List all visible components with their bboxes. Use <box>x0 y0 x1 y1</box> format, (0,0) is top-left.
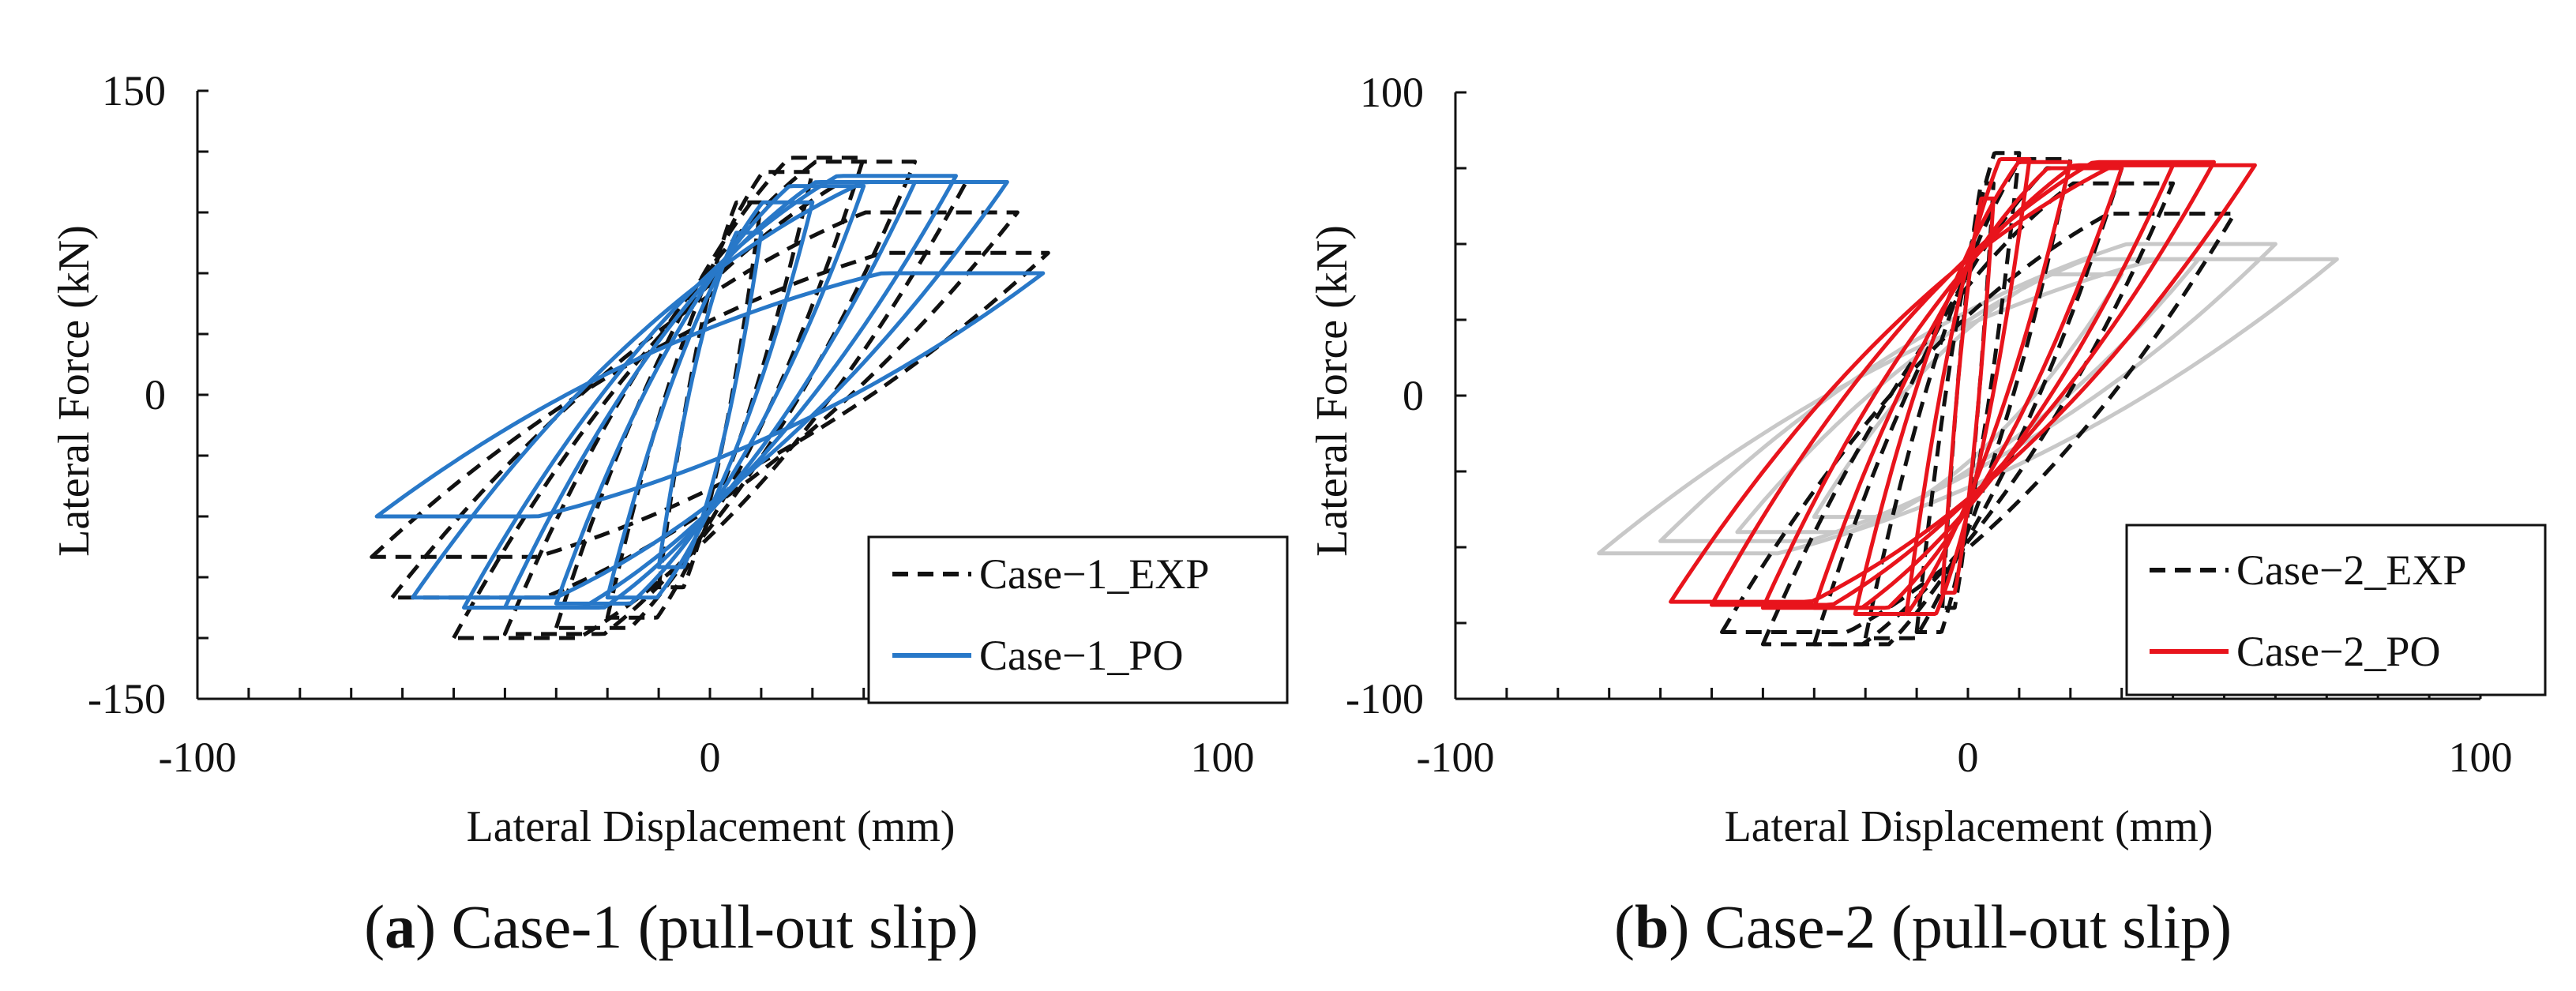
panel-a-y-tick-label: -150 <box>88 675 166 723</box>
panel-a-legend-label-exp: Case−1_EXP <box>979 550 1209 598</box>
panel-a: -100 0 100 150 0 -150 Lateral Force (kN) Late… <box>50 67 1289 961</box>
panel-b-x-axis-title: Lateral Displacement (mm) <box>1725 802 2214 851</box>
panel-a-series-0-loop-3 <box>502 160 918 636</box>
panel-a-series-0-loop-6 <box>370 250 1050 559</box>
panel-b-series-1-loop-2 <box>1863 157 2073 640</box>
panel-b-legend-label-exp: Case−2_EXP <box>2236 546 2466 594</box>
panel-a-series-1-loop-6 <box>374 271 1046 519</box>
panel-a-legend-label-po: Case−1_PO <box>979 632 1183 679</box>
panel-a-y-tick-label: 150 <box>102 67 166 114</box>
panel-b-series-2-loop-2 <box>1853 160 2073 616</box>
panel-a-y-tick-label: 0 <box>145 371 166 419</box>
panel-b-series-2-loop-3 <box>1812 166 2124 610</box>
panel-a-x-tick-label: -100 <box>159 734 237 781</box>
plot-a-curves <box>370 156 1050 640</box>
panel-b-series-0-loop-3 <box>1597 257 2339 556</box>
panel-b-legend-label-po: Case−2_PO <box>2236 628 2440 675</box>
panel-b-legend: Case−2_EXP Case−2_PO <box>2125 524 2547 696</box>
panel-a-legend: Case−1_EXP Case−1_PO <box>867 535 1289 704</box>
panel-b-series-2 <box>1669 157 2257 616</box>
panel-a-series-1-loop-2 <box>554 184 866 606</box>
panel-b-caption-text: Case-2 (pull-out slip) <box>1705 892 2232 961</box>
plot-b-curves <box>1597 151 2339 647</box>
panel-b-legend-box <box>2125 524 2547 696</box>
panel-a-series-1 <box>374 174 1046 610</box>
panel-a-series-0-loop-1 <box>605 170 815 620</box>
panel-b-caption-label: b <box>1635 892 1669 961</box>
panel-a-y-axis-title: Lateral Force (kN) <box>50 225 99 557</box>
panel-b: -100 0 100 100 0 -100 Lateral Force (kN) Late… <box>1308 69 2547 961</box>
panel-a-caption-label: a <box>385 892 415 961</box>
panel-a-x-axis-title: Lateral Displacement (mm) <box>467 802 956 851</box>
panel-a-x-tick-label: 100 <box>1191 734 1255 781</box>
panel-a-series-1-loop-1 <box>605 200 815 600</box>
panel-a-caption: (a) Case-1 (pull-out slip) <box>364 892 978 961</box>
plot-b-axes: -100 0 100 100 0 -100 <box>1346 69 2512 781</box>
panel-a-x-tick-label: 0 <box>700 734 721 781</box>
panel-b-series-2-loop-5 <box>1710 160 2216 607</box>
panel-b-y-axis-title: Lateral Force (kN) <box>1308 225 1357 557</box>
panel-b-series-2-loop-1 <box>1904 157 2032 616</box>
panel-a-series-1-loop-5 <box>411 180 1009 600</box>
panel-b-series-2-loop-6 <box>1669 163 2257 604</box>
panel-b-x-tick-label: -100 <box>1417 734 1495 781</box>
panel-a-caption-text: Case-1 (pull-out slip) <box>452 892 978 961</box>
panel-a-legend-box <box>867 535 1289 704</box>
panel-b-caption: (b) Case-2 (pull-out slip) <box>1614 892 2232 961</box>
panel-b-y-tick-label: 0 <box>1403 372 1424 419</box>
panel-b-y-tick-label: 100 <box>1360 69 1424 116</box>
panel-b-y-tick-label: -100 <box>1346 675 1424 723</box>
panel-a-series-0-loop-4 <box>452 180 968 640</box>
panel-b-series-1-loop-1 <box>1914 151 2022 634</box>
panel-b-x-tick-label: 100 <box>2449 734 2513 781</box>
panel-b-x-tick-label: 0 <box>1958 734 1979 781</box>
